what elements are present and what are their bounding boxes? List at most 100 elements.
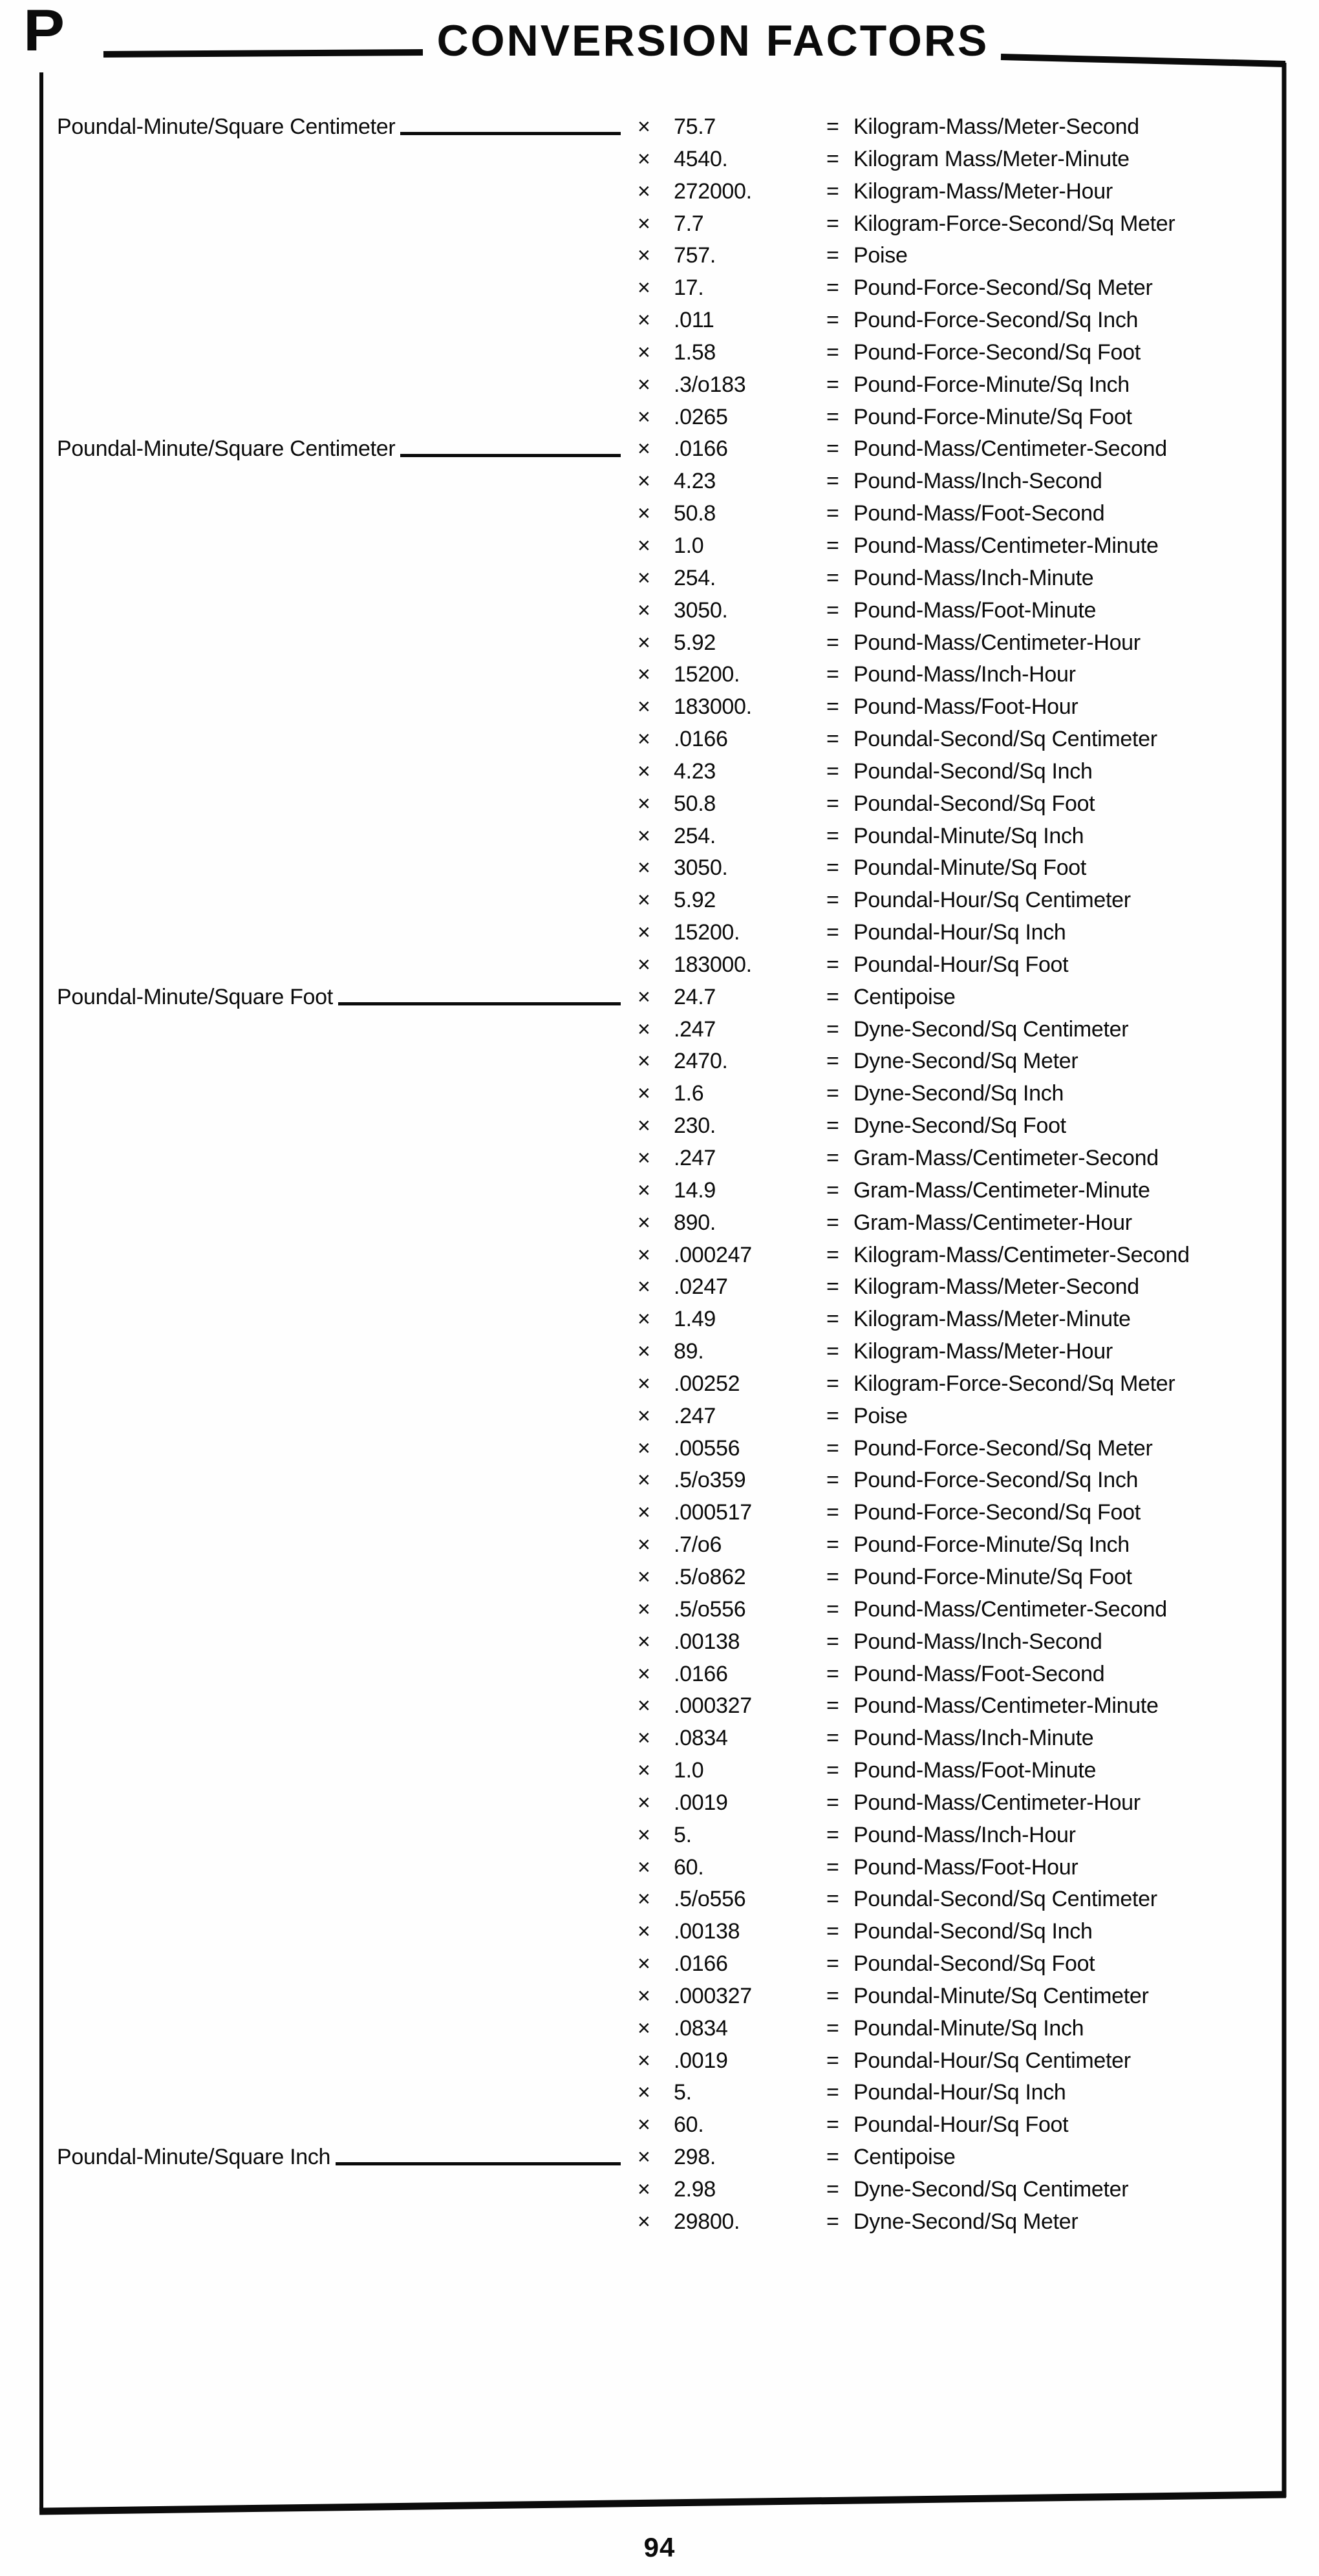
conversion-row: × .0265 = Pound-Force-Minute/Sq Foot <box>0 402 1319 434</box>
equals-sign: = <box>826 1790 839 1815</box>
result-unit: Pound-Mass/Centimeter-Minute <box>853 533 1159 558</box>
factor-value: 15200. <box>674 662 740 687</box>
result-unit: Poundal-Second/Sq Centimeter <box>853 1887 1157 1912</box>
multiply-sign: × <box>638 984 650 1009</box>
factor-value: 1.0 <box>674 1758 704 1783</box>
equals-sign: = <box>826 1081 839 1106</box>
conversion-row: × 1.6 = Dyne-Second/Sq Inch <box>0 1078 1319 1110</box>
conversion-row: × 17. = Pound-Force-Second/Sq Meter <box>0 272 1319 305</box>
result-unit: Gram-Mass/Centimeter-Hour <box>853 1210 1132 1235</box>
equals-sign: = <box>826 339 839 365</box>
multiply-sign: × <box>638 727 650 752</box>
result-unit: Poundal-Second/Sq Centimeter <box>853 727 1157 752</box>
multiply-sign: × <box>638 308 650 333</box>
equals-sign: = <box>826 211 839 236</box>
factor-value: .0166 <box>674 727 728 752</box>
equals-sign: = <box>826 1500 839 1525</box>
conversion-row: × .5/o556 = Pound-Mass/Centimeter-Second <box>0 1594 1319 1626</box>
equals-sign: = <box>826 308 839 333</box>
multiply-sign: × <box>638 1726 650 1751</box>
factor-value: 89. <box>674 1339 704 1364</box>
conversion-row: × 230. = Dyne-Second/Sq Foot <box>0 1110 1319 1143</box>
conversion-row: × .5/o862 = Pound-Force-Minute/Sq Foot <box>0 1562 1319 1594</box>
multiply-sign: × <box>638 1177 650 1203</box>
equals-sign: = <box>826 662 839 687</box>
multiply-sign: × <box>638 1016 650 1042</box>
conversion-row: × .5/o359 = Pound-Force-Second/Sq Inch <box>0 1465 1319 1497</box>
equals-sign: = <box>826 1854 839 1880</box>
result-unit: Pound-Mass/Inch-Second <box>853 1629 1102 1654</box>
equals-sign: = <box>826 2080 839 2105</box>
factor-value: 298. <box>674 2145 716 2170</box>
multiply-sign: × <box>638 597 650 623</box>
conversion-row: × .00138 = Poundal-Second/Sq Inch <box>0 1916 1319 1948</box>
conversion-row: × .0166 = Poundal-Second/Sq Centimeter <box>0 724 1319 756</box>
factor-value: .00138 <box>674 1629 740 1654</box>
multiply-sign: × <box>638 1242 650 1267</box>
factor-value: .000517 <box>674 1500 752 1525</box>
multiply-sign: × <box>638 178 650 204</box>
equals-sign: = <box>826 2177 839 2202</box>
factor-value: 7.7 <box>674 211 704 236</box>
multiply-sign: × <box>638 662 650 687</box>
equals-sign: = <box>826 1661 839 1686</box>
factor-value: .5/o862 <box>674 1564 746 1589</box>
multiply-sign: × <box>638 1307 650 1332</box>
conversion-row: × .5/o556 = Poundal-Second/Sq Centimeter <box>0 1884 1319 1916</box>
factor-value: 5.92 <box>674 888 716 913</box>
equals-sign: = <box>826 2015 839 2041</box>
group-label-text: Poundal-Minute/Square Foot <box>57 984 333 1009</box>
equals-sign: = <box>826 275 839 301</box>
conversion-row: × .247 = Dyne-Second/Sq Centimeter <box>0 1014 1319 1046</box>
equals-sign: = <box>826 1403 839 1428</box>
result-unit: Poundal-Second/Sq Foot <box>853 1951 1095 1977</box>
factor-value: 5. <box>674 1822 692 1847</box>
conversion-row: × .000327 = Pound-Mass/Centimeter-Minute <box>0 1690 1319 1723</box>
equals-sign: = <box>826 791 839 816</box>
equals-sign: = <box>826 1113 839 1139</box>
label-underscore-rule <box>400 454 621 458</box>
multiply-sign: × <box>638 501 650 526</box>
result-unit: Pound-Mass/Foot-Minute <box>853 1758 1097 1783</box>
multiply-sign: × <box>638 275 650 301</box>
conversion-row: × .00556 = Pound-Force-Second/Sq Meter <box>0 1433 1319 1465</box>
result-unit: Poundal-Hour/Sq Foot <box>853 952 1069 977</box>
conversion-row: × 4540. = Kilogram Mass/Meter-Minute <box>0 144 1319 176</box>
multiply-sign: × <box>638 2177 650 2202</box>
equals-sign: = <box>826 372 839 397</box>
result-unit: Pound-Force-Minute/Sq Foot <box>853 1564 1132 1589</box>
factor-value: .0265 <box>674 404 728 429</box>
factor-value: 29800. <box>674 2209 740 2234</box>
group-label-text: Poundal-Minute/Square Centimeter <box>57 114 396 139</box>
equals-sign: = <box>826 469 839 494</box>
multiply-sign: × <box>638 2080 650 2105</box>
factor-value: 15200. <box>674 920 740 945</box>
multiply-sign: × <box>638 2209 650 2234</box>
group-label-text: Poundal-Minute/Square Centimeter <box>57 436 396 462</box>
group-label: Poundal-Minute/Square Centimeter <box>57 111 622 144</box>
equals-sign: = <box>826 1146 839 1170</box>
factor-value: .011 <box>674 308 714 333</box>
factor-value: 757. <box>674 243 716 268</box>
result-unit: Poundal-Hour/Sq Centimeter <box>853 888 1131 913</box>
conversion-row: × .0166 = Poundal-Second/Sq Foot <box>0 1948 1319 1980</box>
result-unit: Pound-Force-Second/Sq Foot <box>853 1500 1141 1525</box>
conversion-row: × .0166 = Pound-Mass/Foot-Second <box>0 1658 1319 1691</box>
multiply-sign: × <box>638 1049 650 1074</box>
multiply-sign: × <box>638 1661 650 1686</box>
multiply-sign: × <box>638 888 650 913</box>
conversion-row: × .247 = Gram-Mass/Centimeter-Second <box>0 1143 1319 1175</box>
equals-sign: = <box>826 727 839 752</box>
factor-value: 2470. <box>674 1049 728 1074</box>
equals-sign: = <box>826 2048 839 2073</box>
equals-sign: = <box>826 823 839 848</box>
equals-sign: = <box>826 533 839 558</box>
result-unit: Pound-Mass/Foot-Second <box>853 1661 1105 1686</box>
conversion-row: × 183000. = Pound-Mass/Foot-Hour <box>0 691 1319 724</box>
conversion-row: × 1.0 = Pound-Mass/Foot-Minute <box>0 1755 1319 1787</box>
conversion-row: Poundal-Minute/Square Inch × 298. = Centipoi… <box>0 2141 1319 2174</box>
equals-sign: = <box>826 1887 839 1912</box>
conversion-row: × 5.92 = Pound-Mass/Centimeter-Hour <box>0 627 1319 660</box>
conversion-row: × 1.58 = Pound-Force-Second/Sq Foot <box>0 337 1319 369</box>
factor-value: .247 <box>674 1016 716 1042</box>
